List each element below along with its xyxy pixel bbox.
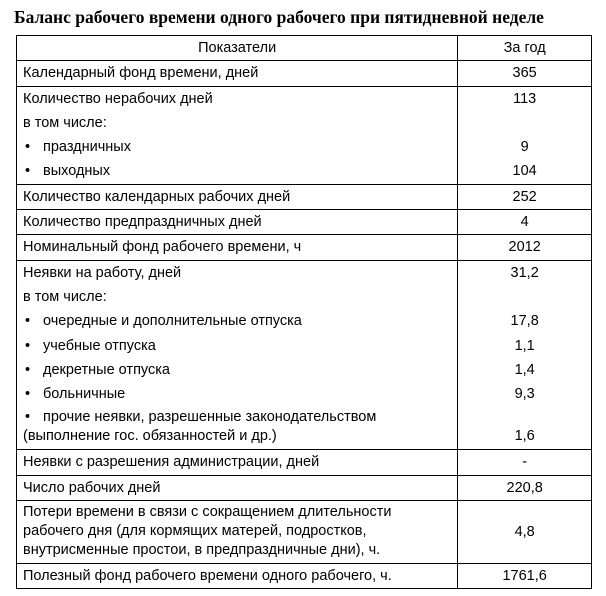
empty-value xyxy=(458,111,591,135)
row-label-line: внутрисменные простои, в предпраздничные… xyxy=(23,542,381,559)
bullet-item-value: 104 xyxy=(512,163,537,180)
row-label: Номинальный фонд рабочего времени, ч xyxy=(15,234,459,261)
bullet-item-label-continuation: (выполнение гос. обязанностей и др.) xyxy=(23,428,277,445)
column-header-per-year: За год xyxy=(457,34,592,62)
document-title: Баланс рабочего времени одного рабочего … xyxy=(14,7,544,27)
table-row: Календарный фонд времени, дней 365 xyxy=(15,60,592,87)
bullet-item-label: больничные xyxy=(23,382,451,406)
row-value: 252 xyxy=(457,183,592,211)
sub-intro-label: в том числе: xyxy=(23,288,107,305)
empty-value xyxy=(458,408,591,427)
table-row: Потери времени в связи с сокращением дли… xyxy=(15,500,592,565)
table-header-row: Показатели За год xyxy=(15,34,592,62)
row-label: Количество нерабочих дней xyxy=(23,90,213,107)
bullet-item-label: учебные отпуска xyxy=(23,334,451,358)
column-header-indicators: Показатели xyxy=(15,34,459,62)
row-label: Календарный фонд времени, дней xyxy=(15,60,459,87)
row-label: Число рабочих дней xyxy=(15,474,459,502)
empty-value xyxy=(458,285,591,309)
work-time-balance-table: Показатели За год Календарный фонд време… xyxy=(15,34,592,590)
table-row: Количество нерабочих дней в том числе: п… xyxy=(15,85,592,185)
row-label-line: Потери времени в связи с сокращением дли… xyxy=(23,504,392,521)
row-label-line: рабочего дня (для кормящих матерей, подр… xyxy=(23,523,367,540)
bullet-item-label: прочие неявки, разрешенные законодательс… xyxy=(23,408,451,427)
row-value-group: 31,2 17,8 1,1 1,4 9,3 1,6 xyxy=(457,259,592,451)
bullet-item-value: 9 xyxy=(520,139,529,156)
row-label-group: Количество нерабочих дней в том числе: п… xyxy=(15,85,459,185)
bullet-item-value-group: 1,6 xyxy=(458,406,591,449)
table-row: Число рабочих дней 220,8 xyxy=(15,474,592,502)
table-row: Количество календарных рабочих дней 252 xyxy=(15,183,592,211)
row-value: 365 xyxy=(457,60,592,87)
row-label: Количество предпраздничных дней xyxy=(15,209,459,236)
row-value: 4 xyxy=(457,209,592,236)
row-value-group: 113 9 104 xyxy=(457,85,592,185)
table-row: Полезный фонд рабочего времени одного ра… xyxy=(15,563,592,590)
row-value: - xyxy=(457,449,592,476)
row-label: Неявки на работу, дней xyxy=(23,264,182,281)
row-label: Неявки с разрешения администрации, дней xyxy=(15,449,459,476)
row-value: 2012 xyxy=(457,234,592,261)
table-row: Неявки с разрешения администрации, дней … xyxy=(15,449,592,476)
bullet-item-multiline: прочие неявки, разрешенные законодательс… xyxy=(23,406,451,449)
bullet-item-value: 17,8 xyxy=(510,313,539,330)
row-label-group: Неявки на работу, дней в том числе: очер… xyxy=(15,259,459,451)
bullet-item-label: декретные отпуска xyxy=(23,358,451,382)
row-value: 220,8 xyxy=(457,474,592,502)
bullet-item-value: 1,4 xyxy=(514,361,535,378)
row-value: 4,8 xyxy=(457,500,592,565)
sub-intro-label: в том числе: xyxy=(23,114,107,131)
bullet-item-label: выходных xyxy=(23,159,451,183)
bullet-item-value: 1,6 xyxy=(514,428,535,445)
row-label: Полезный фонд рабочего времени одного ра… xyxy=(15,563,459,590)
table-row: Номинальный фонд рабочего времени, ч 201… xyxy=(15,234,592,261)
table-row: Количество предпраздничных дней 4 xyxy=(15,209,592,236)
row-value: 113 xyxy=(513,90,537,107)
bullet-item-label: очередные и дополнительные отпуска xyxy=(23,309,451,333)
row-value: 1761,6 xyxy=(457,563,592,590)
row-value: 31,2 xyxy=(510,264,539,281)
row-label: Количество календарных рабочих дней xyxy=(15,183,459,211)
bullet-item-value: 1,1 xyxy=(514,337,535,354)
table-row: Неявки на работу, дней в том числе: очер… xyxy=(15,259,592,451)
row-label-multiline: Потери времени в связи с сокращением дли… xyxy=(15,500,459,565)
bullet-item-value: 9,3 xyxy=(514,386,535,403)
bullet-item-label: праздничных xyxy=(23,135,451,159)
